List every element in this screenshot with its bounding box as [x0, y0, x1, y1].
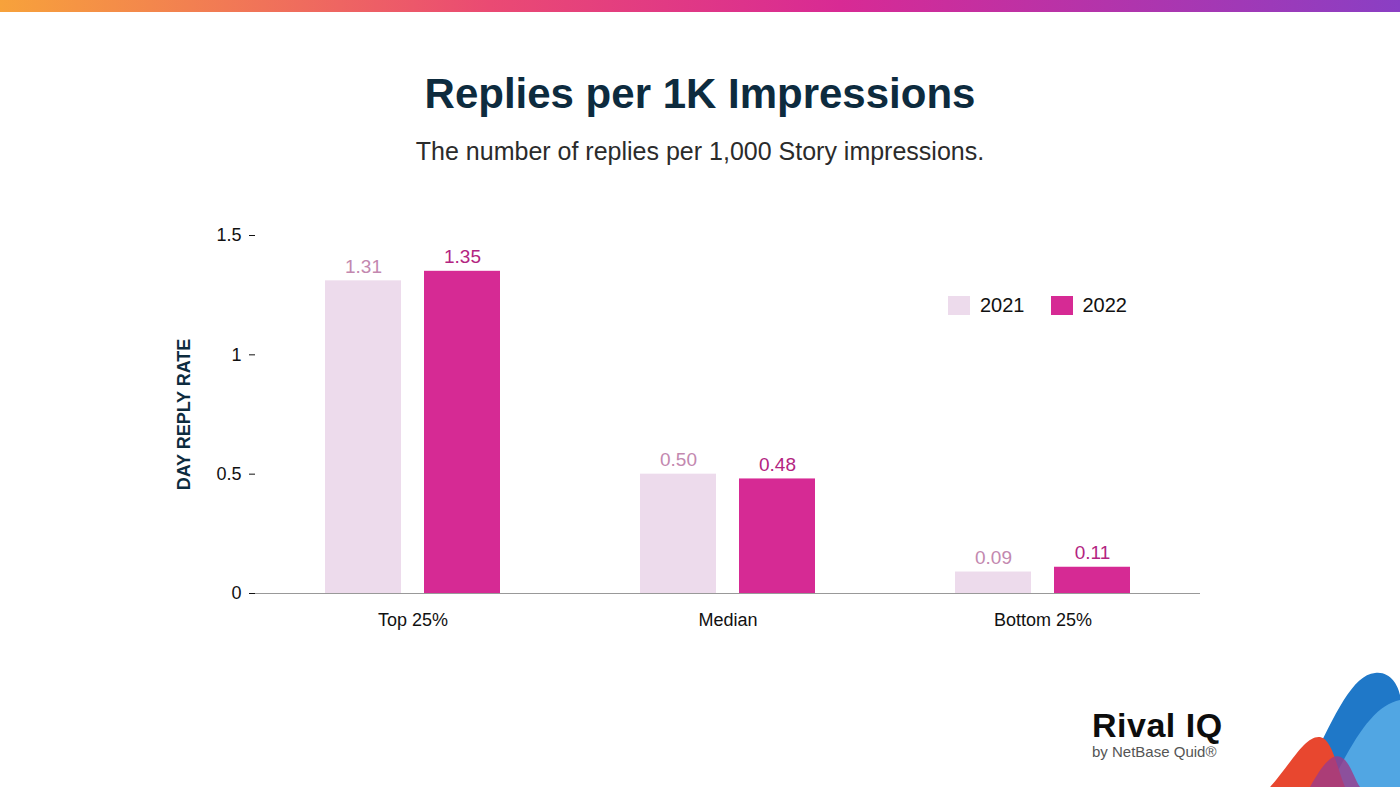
svg-text:1: 1 — [231, 345, 241, 365]
svg-text:0.09: 0.09 — [975, 547, 1012, 568]
svg-text:0.5: 0.5 — [216, 464, 241, 484]
html-text:The number of replies per 1,00: The number of replies per 1,000 Story im… — [415, 137, 985, 165]
svg-text:0.50: 0.50 — [660, 449, 697, 470]
svg-text:0.11: 0.11 — [1075, 542, 1111, 563]
html-text:2021: 2021 — [980, 294, 1025, 316]
html-text:2022: 2022 — [1082, 294, 1127, 316]
svg-text:Median: Median — [698, 610, 757, 630]
svg-text:DAY REPLY RATE: DAY REPLY RATE — [174, 339, 194, 491]
html-text:by NetBase Quid®: by NetBase Quid® — [1092, 743, 1217, 760]
svg-text:Top 25%: Top 25% — [378, 610, 448, 630]
svg-text:1.31: 1.31 — [345, 256, 382, 277]
svg-text:0: 0 — [231, 583, 241, 603]
svg-text:1.35: 1.35 — [444, 246, 481, 267]
svg-text:0.48: 0.48 — [759, 454, 796, 475]
html-text:Rival IQ: Rival IQ — [1092, 706, 1223, 744]
html-text:Replies per 1K Impressions: Replies per 1K Impressions — [424, 70, 976, 117]
svg-text:Bottom 25%: Bottom 25% — [994, 610, 1092, 630]
svg-text:1.5: 1.5 — [216, 225, 241, 245]
